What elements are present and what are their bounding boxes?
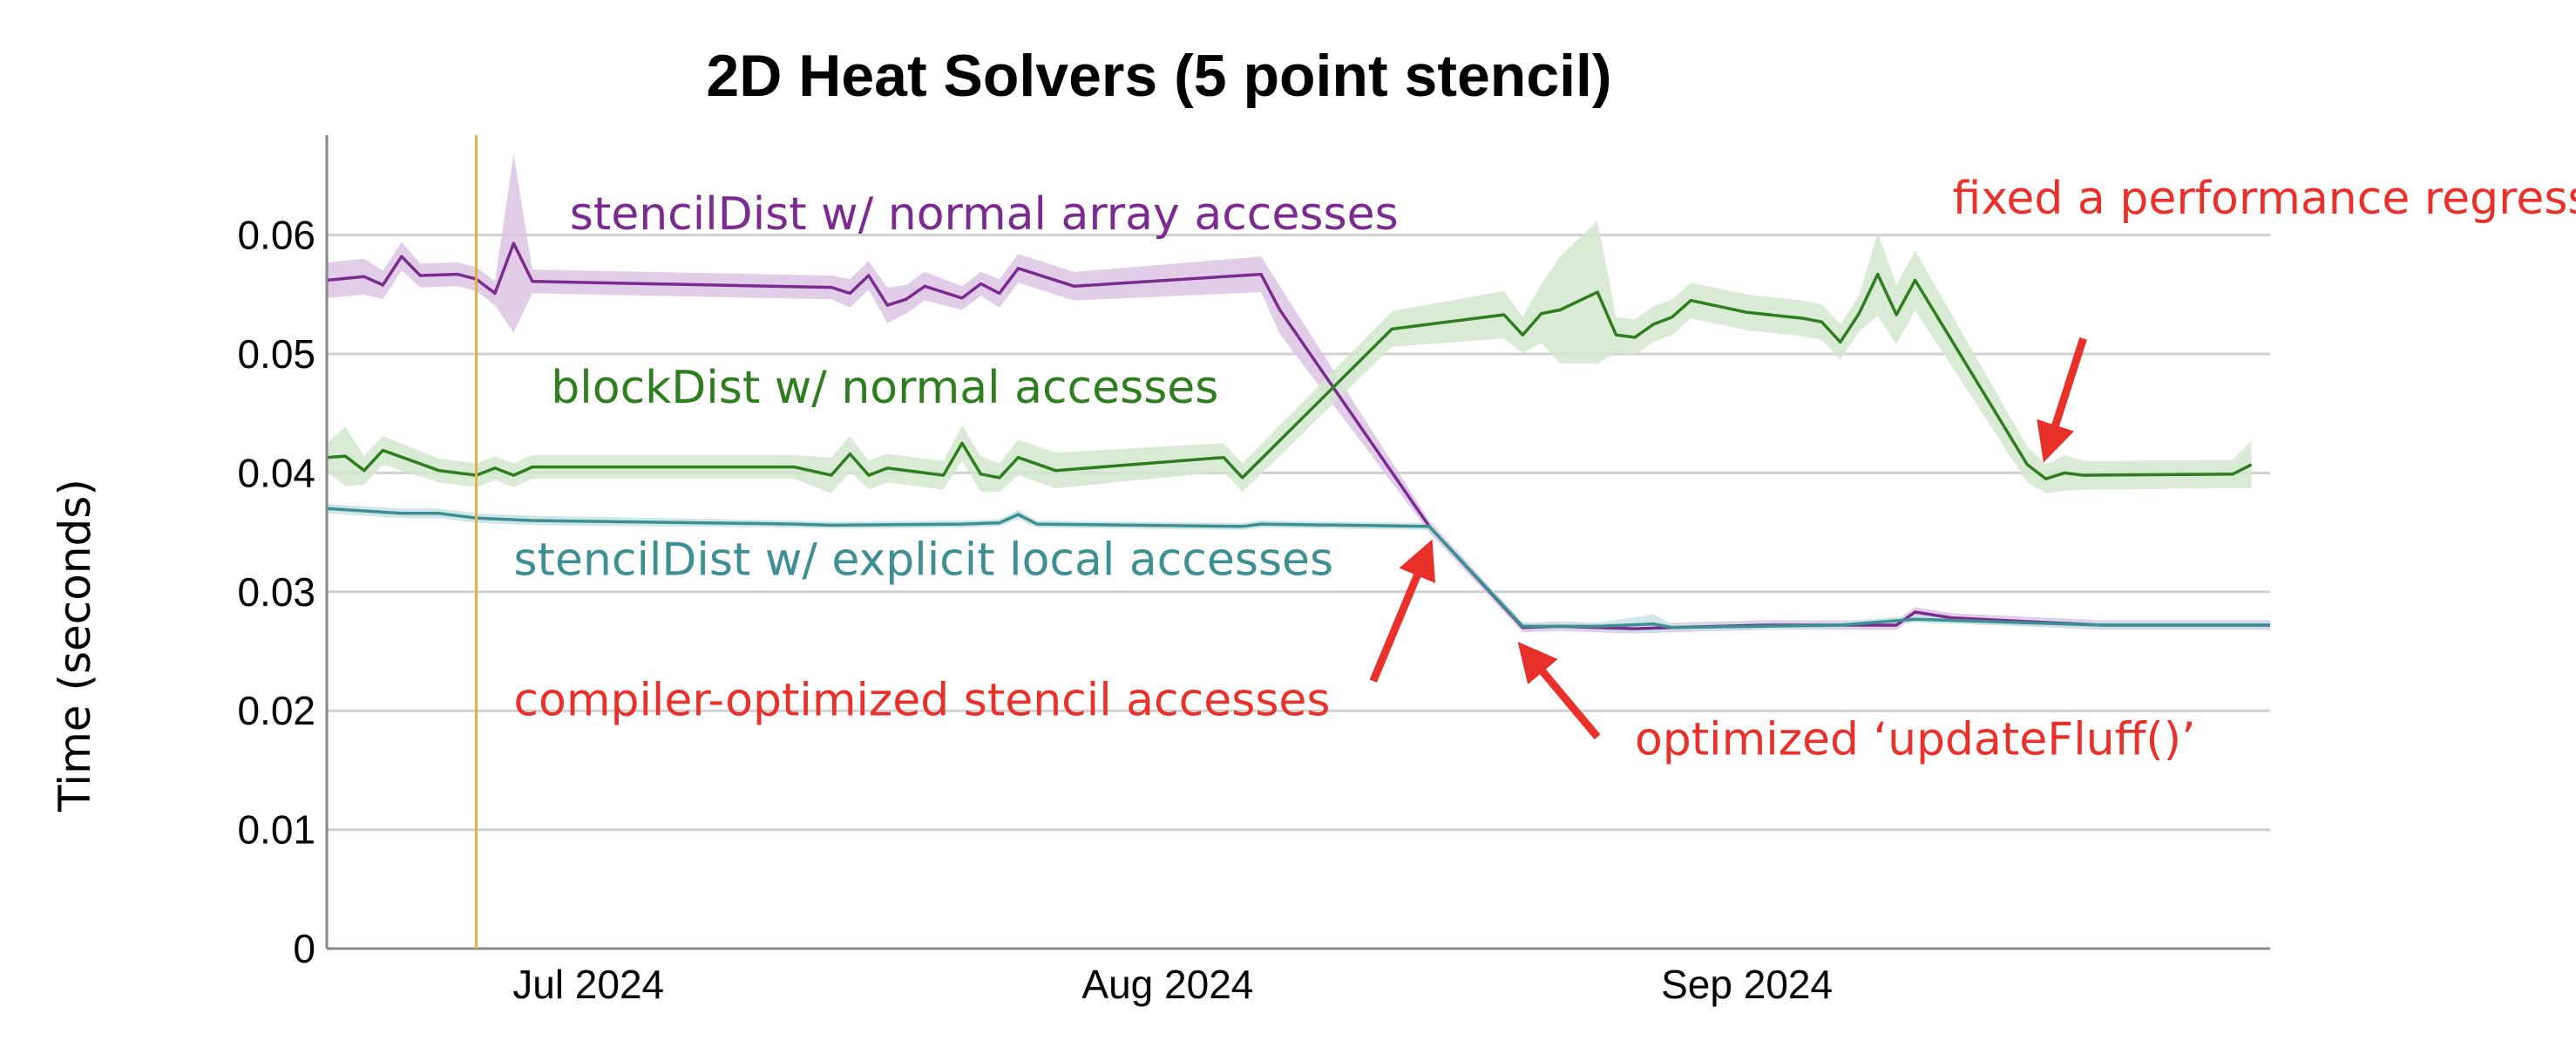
x-tick-label: Aug 2024 <box>1081 962 1253 1007</box>
axes: 0 0.01 0.02 0.03 0.04 0.05 0.06 Jul 2024 Aug 202… <box>237 135 2270 1007</box>
series-band-0 <box>327 153 2270 634</box>
series-band-2 <box>327 503 2270 634</box>
y-axis-label: Time (seconds) <box>50 479 100 813</box>
annotation-text: fixed a performance regression <box>1952 173 2576 225</box>
series-label: blockDist w/ normal accesses <box>551 362 1218 414</box>
annotation-text: optimized ‘updateFluff()’ <box>1635 714 2196 766</box>
annotation-arrow <box>1517 642 1601 740</box>
series-line-2 <box>326 507 2270 629</box>
confidence-bands <box>327 153 2270 634</box>
x-tick-label: Jul 2024 <box>512 962 664 1007</box>
series-band-1 <box>327 221 2252 493</box>
series-line-1 <box>326 272 2253 480</box>
y-tick-label: 0.02 <box>237 688 315 733</box>
series-lines <box>326 242 2270 630</box>
y-tick-label: 0.03 <box>237 569 315 615</box>
series-label: stencilDist w/ normal array accesses <box>570 188 1399 241</box>
annotation-arrow <box>2037 337 2087 463</box>
annotation-arrow <box>1369 539 1435 683</box>
annotation-text: compiler-optimized stencil accesses <box>513 675 1330 727</box>
series-labels: stencilDist w/ normal array accesses bloc… <box>513 188 1398 587</box>
chart-title: 2D Heat Solvers (5 point stencil) <box>706 43 1611 109</box>
y-tick-label: 0.05 <box>237 331 315 377</box>
y-tick-label: 0.01 <box>237 807 315 853</box>
y-tick-label: 0.04 <box>237 450 315 495</box>
y-tick-label: 0 <box>293 926 315 971</box>
y-tick-label: 0.06 <box>237 213 315 258</box>
x-tick-label: Sep 2024 <box>1661 962 1833 1007</box>
series-label: stencilDist w/ explicit local accesses <box>513 534 1333 587</box>
annotations: fixed a performance regression compiler-o… <box>513 173 2576 766</box>
